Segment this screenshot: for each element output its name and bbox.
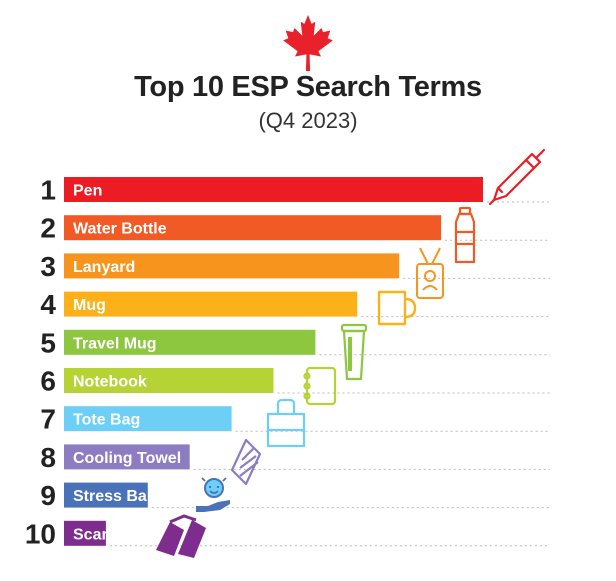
mug-icon — [377, 290, 417, 326]
item-icons — [156, 148, 546, 558]
rank-label: 2 — [40, 213, 56, 244]
rank-label: 7 — [40, 404, 56, 435]
rank-label: 1 — [40, 175, 56, 206]
rank-label: 6 — [40, 366, 56, 397]
cooling-towel-icon — [230, 438, 262, 486]
chart-subtitle: (Q4 2023) — [258, 108, 358, 133]
bar-label: Pen — [73, 183, 102, 200]
bar — [64, 482, 148, 508]
bar — [64, 406, 232, 432]
notebook-icon — [303, 366, 337, 406]
bar-label: Scarf — [73, 526, 114, 543]
bar — [64, 177, 483, 202]
bar-label: Mug — [73, 297, 106, 314]
stress-ball-icon — [196, 477, 230, 512]
rank-label: 8 — [40, 442, 56, 473]
travel-mug-icon — [340, 323, 368, 381]
bar — [64, 444, 190, 470]
bar — [64, 215, 442, 241]
rank-label: 5 — [40, 327, 56, 358]
bar — [64, 520, 106, 546]
bar-label: Tote Bag — [73, 412, 140, 429]
bar-label: Water Bottle — [73, 221, 167, 238]
rank-label: 3 — [40, 251, 56, 282]
lanyard-icon — [416, 247, 444, 299]
bar-label: Notebook — [73, 374, 147, 391]
tote-bag-icon — [266, 398, 306, 448]
pen-icon — [488, 148, 546, 206]
rank-label: 10 — [25, 518, 56, 549]
bar-label: Lanyard — [73, 259, 135, 276]
bar-label: Travel Mug — [73, 335, 157, 352]
bar-label: Cooling Towel — [73, 450, 181, 467]
maple-leaf-icon — [283, 15, 333, 71]
chart-title: Top 10 ESP Search Terms — [134, 71, 482, 103]
bar — [64, 329, 316, 355]
rank-label: 4 — [40, 289, 56, 320]
bars: 1 Pen 2 Water Bottle 3 Lanyard 4 Mug 5 Travel Mug… — [25, 175, 483, 549]
bar — [64, 368, 274, 393]
water-bottle-icon — [454, 206, 476, 264]
bar-label: Stress Ball — [73, 488, 156, 505]
rank-label: 9 — [40, 480, 56, 511]
bar — [64, 253, 400, 279]
scarf-icon — [156, 514, 206, 558]
bar — [64, 291, 358, 317]
